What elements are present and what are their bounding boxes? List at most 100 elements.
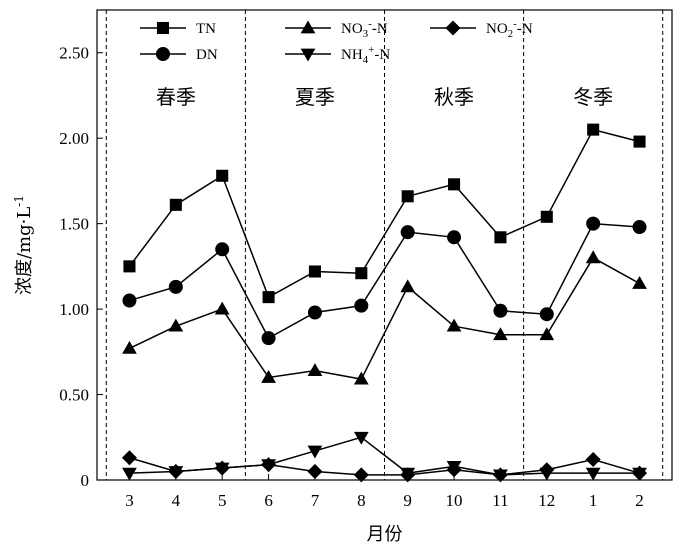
x-tick-label: 10 <box>446 491 463 510</box>
y-tick-label: 1.00 <box>59 300 89 319</box>
x-tick-label: 11 <box>492 491 508 510</box>
season-label: 冬季 <box>573 85 613 109</box>
data-point <box>261 457 277 473</box>
data-point <box>354 298 369 313</box>
y-tick-label: 1.50 <box>59 215 89 234</box>
data-point <box>307 445 323 459</box>
x-tick-label: 5 <box>218 491 227 510</box>
data-point <box>445 20 461 36</box>
legend-item: NH4+-N <box>285 44 390 66</box>
legend-label: TN <box>196 21 216 37</box>
series-line <box>128 128 640 299</box>
season-label: 春季 <box>156 85 196 109</box>
data-point <box>156 21 170 35</box>
data-point <box>492 467 508 483</box>
data-point <box>633 135 646 148</box>
season-label: 夏季 <box>295 85 335 109</box>
data-point <box>446 462 462 478</box>
y-tick-label: 2.00 <box>59 129 89 148</box>
series-NO2--N <box>121 450 648 483</box>
data-point <box>215 242 230 257</box>
legend-item: TN <box>140 21 216 37</box>
data-point <box>494 231 507 244</box>
data-point <box>400 279 416 293</box>
x-tick-label: 2 <box>635 491 644 510</box>
data-point <box>586 216 601 231</box>
data-point <box>493 327 508 341</box>
data-point <box>353 431 369 445</box>
data-point <box>307 463 323 479</box>
data-point <box>169 198 182 211</box>
x-axis-label: 月份 <box>367 524 403 545</box>
data-point <box>307 363 323 376</box>
data-point <box>353 371 369 385</box>
data-point <box>401 190 414 203</box>
data-point <box>585 467 601 481</box>
season-labels: 春季 夏季 秋季 冬季 <box>156 85 613 109</box>
data-point <box>632 220 647 235</box>
legend-item: DN <box>140 47 218 63</box>
data-point <box>122 340 137 354</box>
season-label: 秋季 <box>434 85 474 109</box>
legend-label: NO3--N <box>341 18 388 40</box>
data-point <box>446 318 462 332</box>
data-point <box>262 291 275 304</box>
data-point <box>300 48 316 62</box>
x-tick-label: 12 <box>538 491 555 510</box>
data-point <box>539 327 555 341</box>
data-point <box>122 293 137 308</box>
data-point <box>216 169 229 182</box>
data-point <box>587 123 600 136</box>
data-point <box>168 318 184 332</box>
legend-label: DN <box>196 47 218 63</box>
legend: TN DN NO3--N NH4+-N NO2--N <box>140 18 533 66</box>
data-point <box>493 303 508 318</box>
data-point <box>355 267 368 280</box>
data-point <box>261 369 276 383</box>
data-point <box>122 467 137 481</box>
legend-label: NH4+-N <box>341 44 390 66</box>
data-point <box>156 47 170 61</box>
y-tick-label: 0.50 <box>59 386 89 405</box>
data-point <box>585 451 601 468</box>
series-group <box>121 123 648 483</box>
data-point <box>539 462 555 478</box>
data-point <box>447 230 462 245</box>
data-point <box>168 463 184 479</box>
x-tick-label: 7 <box>311 491 320 510</box>
series-line <box>129 256 640 381</box>
data-point <box>400 467 416 483</box>
data-point <box>540 210 553 223</box>
data-point <box>448 178 461 191</box>
series-TN <box>123 123 646 304</box>
data-point <box>585 250 601 264</box>
series-line <box>129 457 640 476</box>
y-axis: 0 0.50 1.00 1.50 2.00 2.50 <box>59 44 103 490</box>
data-point <box>214 301 230 315</box>
series-DN <box>122 216 647 346</box>
data-point <box>632 275 647 289</box>
legend-item: NO2--N <box>430 18 533 40</box>
data-point <box>261 331 276 346</box>
x-tick-label: 6 <box>264 491 273 510</box>
data-point <box>123 260 136 273</box>
data-point <box>632 465 648 481</box>
series-line <box>129 222 640 340</box>
y-axis-label: 浓度/mg·L-1 <box>12 195 35 295</box>
data-point <box>300 20 316 34</box>
x-tick-label: 1 <box>589 491 598 510</box>
data-point <box>308 265 321 278</box>
x-tick-label: 3 <box>125 491 134 510</box>
data-point <box>353 467 369 483</box>
legend-item: NO3--N <box>285 18 388 40</box>
y-tick-label: 0 <box>81 471 90 490</box>
x-tick-label: 8 <box>357 491 366 510</box>
data-point <box>539 307 554 322</box>
series-NO3--N <box>122 250 647 385</box>
season-dividers <box>105 10 664 480</box>
data-point <box>214 460 230 476</box>
data-point <box>168 279 183 294</box>
data-point <box>121 450 137 466</box>
x-tick-label: 9 <box>403 491 412 510</box>
